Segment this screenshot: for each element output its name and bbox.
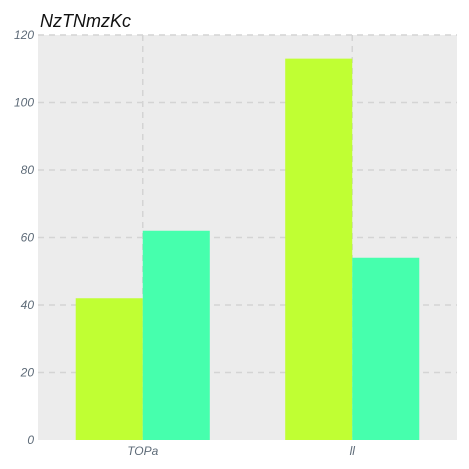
y-tick-label: 20 <box>20 366 35 380</box>
y-tick-label: 0 <box>27 433 34 447</box>
x-axis-ticks: TOPa ll <box>127 444 355 458</box>
bar-ll-series-2 <box>352 257 420 440</box>
chart-title: NzTNmzKc <box>40 11 131 31</box>
y-tick-label: 80 <box>21 163 35 177</box>
y-tick-label: 120 <box>14 28 34 42</box>
x-tick-label: ll <box>350 444 356 458</box>
bar-TOPa-series-2 <box>142 230 210 440</box>
y-tick-label: 60 <box>21 231 35 245</box>
y-tick-label: 40 <box>21 298 35 312</box>
y-axis-ticks: 0 20 40 60 80 100 120 <box>14 28 34 447</box>
bar-ll-series-1 <box>285 58 353 440</box>
x-tick-label: TOPa <box>127 444 158 458</box>
bars <box>75 58 420 440</box>
bar-TOPa-series-1 <box>75 298 143 440</box>
y-tick-label: 100 <box>14 96 34 110</box>
